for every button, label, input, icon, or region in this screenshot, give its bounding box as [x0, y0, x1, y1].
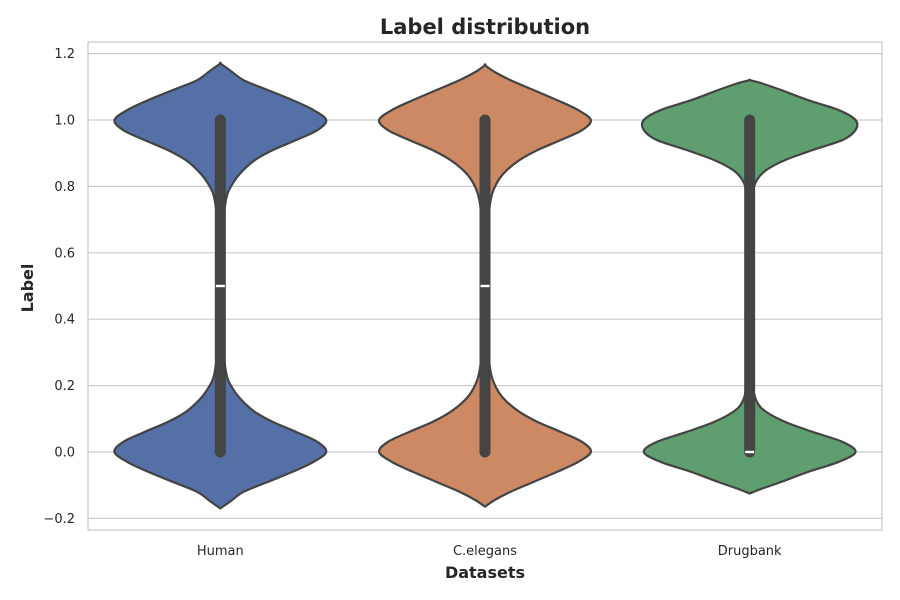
- plot-frame: [87, 41, 883, 531]
- y-tick-label: 1.0: [54, 114, 75, 129]
- y-tick-label: 0.6: [54, 246, 75, 261]
- chart-title: Label distribution: [380, 15, 590, 39]
- y-tick-labels: −0.2 0.0 0.2 0.4 0.6 0.8 1.0 1.2: [43, 47, 75, 527]
- y-tick-label: 0.2: [54, 379, 75, 394]
- x-tick-label: Human: [197, 544, 244, 559]
- x-tick-label: C.elegans: [453, 544, 517, 559]
- inner-boxes: [214, 114, 756, 458]
- y-axis-title: Label: [18, 264, 37, 313]
- y-tick-label: 0.4: [54, 313, 75, 328]
- x-tick-label: Drugbank: [718, 544, 782, 559]
- x-axis-title: Datasets: [445, 563, 525, 582]
- y-tick-label: 1.2: [54, 47, 75, 62]
- y-tick-label: −0.2: [43, 512, 75, 527]
- y-tick-label: 0.8: [54, 180, 75, 195]
- x-tick-labels: Human C.elegans Drugbank: [197, 544, 782, 559]
- y-tick-label: 0.0: [54, 445, 75, 460]
